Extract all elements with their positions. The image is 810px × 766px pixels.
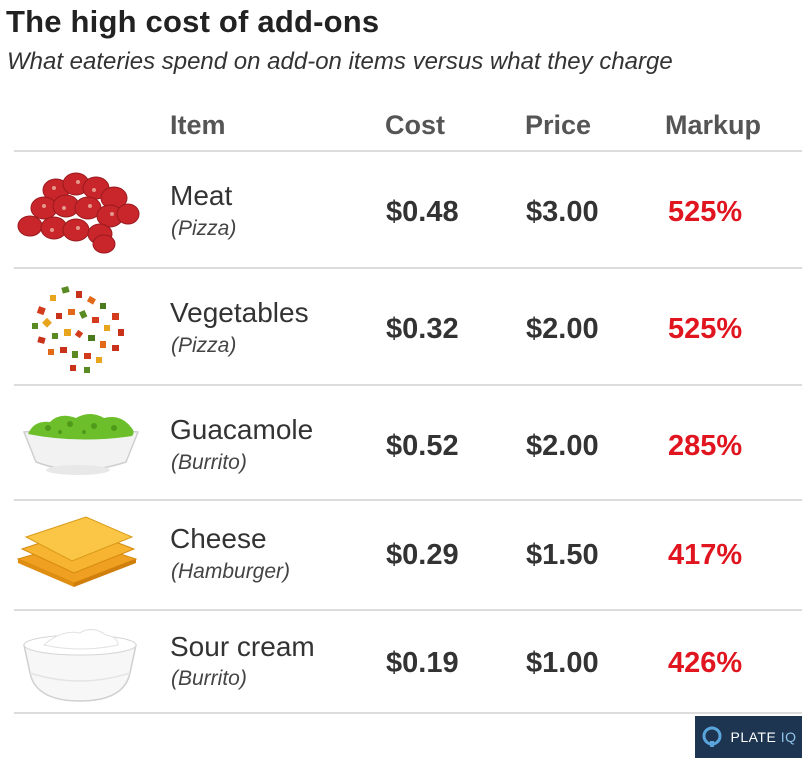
item-name: Sour cream	[170, 631, 315, 662]
item-name: Meat	[170, 180, 233, 211]
price-value: $2.00	[526, 313, 599, 345]
table-row: Sour cream (Burrito) $0.19 $1.00 426%	[14, 609, 802, 714]
price-value: $2.00	[526, 430, 599, 462]
item-context: (Burrito)	[171, 667, 247, 690]
table-row: Meat (Pizza) $0.48 $3.00 525%	[14, 150, 802, 267]
markup-value: 525%	[668, 196, 743, 228]
column-header-cost: Cost	[385, 110, 445, 140]
price-value: $1.00	[526, 647, 599, 679]
item-context: (Hamburger)	[171, 560, 291, 583]
markup-value: 525%	[668, 313, 743, 345]
item-context: (Burrito)	[171, 451, 247, 474]
markup-value: 417%	[668, 539, 743, 571]
logo-text-main: PLATE	[730, 729, 777, 745]
logo-text-accent: IQ	[780, 729, 797, 745]
cost-value: $0.32	[386, 313, 459, 345]
cost-value: $0.52	[386, 430, 459, 462]
table-row: Vegetables (Pizza) $0.32 $2.00 525%	[14, 267, 802, 384]
plate-iq-logo: PLATE IQ	[695, 716, 802, 758]
logo-text: PLATE IQ	[731, 729, 797, 745]
cost-value: $0.48	[386, 196, 459, 228]
column-header-markup: Markup	[665, 110, 762, 140]
cost-value: $0.29	[386, 539, 459, 571]
cost-value: $0.19	[386, 647, 459, 679]
sour-cream-icon	[23, 629, 137, 702]
vegetables-icon	[32, 286, 124, 373]
item-name: Vegetables	[170, 297, 309, 328]
item-name: Guacamole	[170, 414, 314, 445]
table-row: Guacamole (Burrito) $0.52 $2.00 285%	[14, 384, 802, 499]
pepperoni-icon	[17, 172, 140, 254]
chart-subtitle: What eateries spend on add-on items vers…	[7, 48, 673, 75]
markup-value: 285%	[668, 430, 743, 462]
column-header-item: Item	[170, 110, 226, 140]
markup-value: 426%	[668, 647, 743, 679]
column-header-price: Price	[525, 110, 592, 140]
table-row: Cheese (Hamburger) $0.29 $1.50 417%	[14, 499, 802, 609]
item-context: (Pizza)	[171, 217, 237, 240]
chart-title: The high cost of add-ons	[6, 4, 380, 39]
item-name: Cheese	[170, 523, 267, 554]
plate-iq-logo-icon	[702, 726, 721, 747]
item-context: (Pizza)	[171, 334, 237, 357]
add-on-table: Meat (Pizza) $0.48 $3.00 525%	[14, 150, 802, 714]
price-value: $3.00	[526, 196, 599, 228]
guacamole-icon	[22, 414, 140, 475]
price-value: $1.50	[526, 539, 599, 571]
cheese-icon	[16, 516, 138, 587]
